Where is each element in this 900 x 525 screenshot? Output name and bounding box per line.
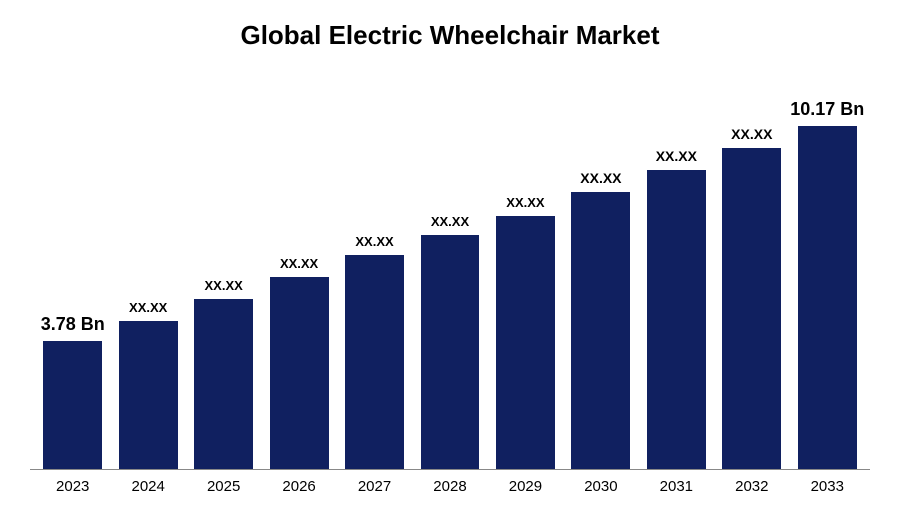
bar-column: XX.XX [563,81,638,469]
chart-title: Global Electric Wheelchair Market [30,20,870,51]
bar-column: 10.17 Bn [790,81,865,469]
chart-container: Global Electric Wheelchair Market 3.78 B… [0,0,900,525]
bar-column: 3.78 Bn [35,81,110,469]
x-tick-label: 2029 [488,478,563,495]
bar-value-label: 10.17 Bn [790,99,864,120]
bar-value-label: XX.XX [656,148,697,164]
x-axis: 2023202420252026202720282029203020312032… [30,470,870,495]
bar-value-label: XX.XX [355,234,393,249]
x-tick-label: 2030 [563,478,638,495]
bar-value-label: 3.78 Bn [41,314,105,335]
bar [43,341,102,469]
bar [571,192,630,469]
x-tick-label: 2024 [110,478,185,495]
bar-column: XX.XX [714,81,789,469]
x-tick-label: 2031 [639,478,714,495]
bar-column: XX.XX [261,81,336,469]
bar-column: XX.XX [639,81,714,469]
bar [421,235,480,469]
plot-area: 3.78 Bn XX.XX XX.XX XX.XX XX.XX XX.XX XX.XX XX.… [30,81,870,470]
bar-value-label: XX.XX [431,214,469,229]
bar [345,255,404,469]
x-tick-label: 2025 [186,478,261,495]
bar-column: XX.XX [412,81,487,469]
bar-value-label: XX.XX [280,256,318,271]
x-tick-label: 2032 [714,478,789,495]
bar-column: XX.XX [337,81,412,469]
bar-value-label: XX.XX [506,195,544,210]
bar [119,321,178,469]
bar-column: XX.XX [186,81,261,469]
x-tick-label: 2026 [261,478,336,495]
bar-value-label: XX.XX [731,126,772,142]
bar-column: XX.XX [110,81,185,469]
x-tick-label: 2033 [790,478,865,495]
bar [270,277,329,469]
bar-value-label: XX.XX [204,278,242,293]
bar [722,148,781,469]
x-tick-label: 2028 [412,478,487,495]
bar-value-label: XX.XX [129,300,167,315]
bar [194,299,253,469]
bar [798,126,857,469]
bar-value-label: XX.XX [580,170,621,186]
x-tick-label: 2027 [337,478,412,495]
bar [647,170,706,469]
bar-column: XX.XX [488,81,563,469]
x-tick-label: 2023 [35,478,110,495]
bar [496,216,555,469]
